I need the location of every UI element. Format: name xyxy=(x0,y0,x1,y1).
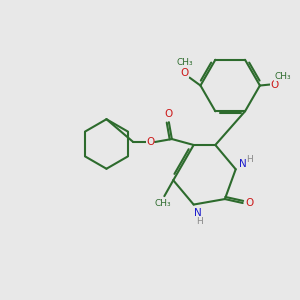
Text: CH₃: CH₃ xyxy=(274,72,291,81)
Text: O: O xyxy=(271,80,279,89)
Text: O: O xyxy=(181,68,189,78)
Text: CH₃: CH₃ xyxy=(176,58,193,67)
Text: N: N xyxy=(194,208,202,218)
Text: O: O xyxy=(165,109,173,119)
Text: O: O xyxy=(245,198,254,208)
Text: H: H xyxy=(196,217,203,226)
Text: CH₃: CH₃ xyxy=(154,199,171,208)
Text: N: N xyxy=(239,159,247,169)
Text: H: H xyxy=(246,155,253,164)
Text: O: O xyxy=(146,137,154,147)
